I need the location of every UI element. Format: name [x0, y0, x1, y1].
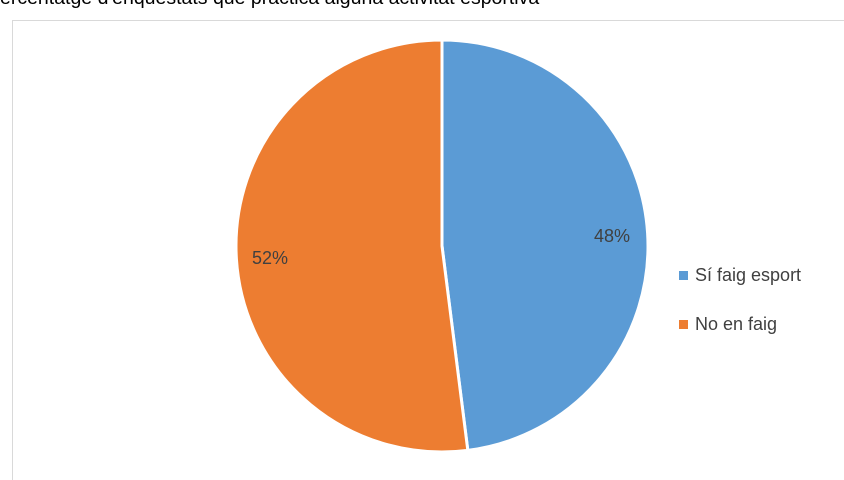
legend-item-1: Sí faig esport	[679, 262, 801, 289]
chart-frame	[12, 20, 844, 480]
data-label-1: 48%	[594, 226, 630, 246]
legend-label-2: No en faig	[695, 314, 778, 334]
chart-legend: Sí faig esport No en faig	[679, 262, 801, 360]
legend-label-1: Sí faig esport	[695, 265, 802, 285]
legend-item-2: No en faig	[679, 311, 801, 338]
pie-slice-2	[234, 38, 470, 454]
legend-swatch-1	[679, 271, 688, 280]
chart-title: ercentatge d'enquestats que practica alg…	[0, 0, 844, 17]
legend-swatch-2	[679, 320, 688, 329]
pie-slice-1	[440, 38, 650, 453]
data-label-2: 52%	[252, 248, 288, 268]
